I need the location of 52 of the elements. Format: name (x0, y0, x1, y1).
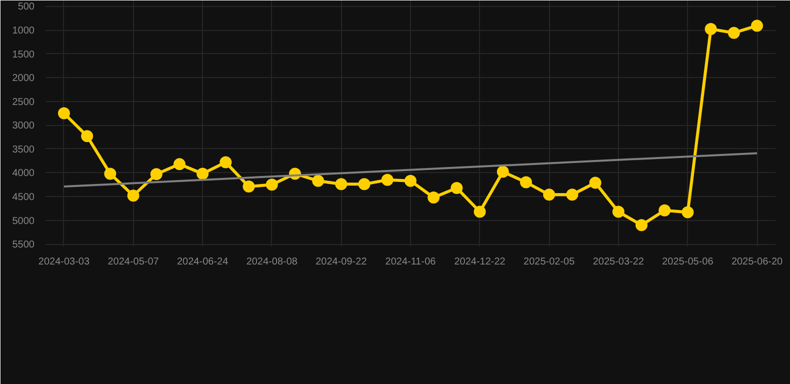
point (543, 188, 556, 201)
x-tick-label: 2025-05-06 (662, 256, 714, 268)
point (658, 204, 671, 216)
y-tick-label: 3000 (12, 120, 35, 132)
point (636, 219, 648, 232)
y-tick-label: 5500 (12, 240, 35, 251)
x-tick-label: 2025-03-22 (592, 256, 644, 268)
point (381, 174, 394, 186)
point (220, 156, 232, 168)
point (728, 26, 740, 39)
x-tick-label: 2024-11-06 (385, 256, 436, 268)
x-tick-label: 2024-03-03 (38, 256, 90, 268)
y-tick-label: 2000 (12, 73, 35, 84)
x-tick-label: 2025-06-20 (731, 256, 784, 268)
point (682, 206, 694, 218)
point (150, 168, 162, 180)
y-tick-label: 1000 (12, 26, 35, 36)
x-tick-label: 2024-08-08 (246, 256, 298, 268)
point (312, 174, 324, 187)
point (196, 168, 209, 180)
x-tick-label: 2024-06-24 (177, 256, 229, 268)
point (104, 168, 116, 180)
y-tick-label: 3500 (12, 144, 35, 156)
point (358, 178, 370, 190)
point (266, 178, 278, 191)
point (127, 190, 140, 202)
point (242, 180, 255, 193)
x-tick-label: 2025-02-05 (524, 256, 576, 268)
x-tick-label: 2024-09-22 (316, 256, 368, 268)
point (404, 174, 416, 187)
y-tick-label: 4000 (12, 168, 35, 180)
point (450, 182, 463, 194)
point (58, 107, 70, 120)
y-tick-label: 5000 (12, 216, 35, 227)
point (474, 206, 486, 218)
point (751, 20, 764, 32)
y-tick-label: 1500 (12, 49, 35, 60)
point (704, 23, 717, 36)
y-tick-label: 2500 (12, 96, 35, 108)
point (496, 166, 509, 178)
x-tick-label: 2024-05-07 (108, 256, 160, 268)
point (520, 176, 532, 188)
point (566, 188, 578, 201)
point (612, 206, 624, 218)
x-tick-label: 2024-12-22 (454, 256, 506, 268)
point (173, 158, 186, 170)
point (589, 176, 602, 189)
point (428, 192, 440, 204)
point (81, 130, 94, 142)
y-tick-label: 500 (18, 2, 35, 13)
point (335, 178, 348, 190)
y-tick-label: 4500 (12, 192, 35, 204)
